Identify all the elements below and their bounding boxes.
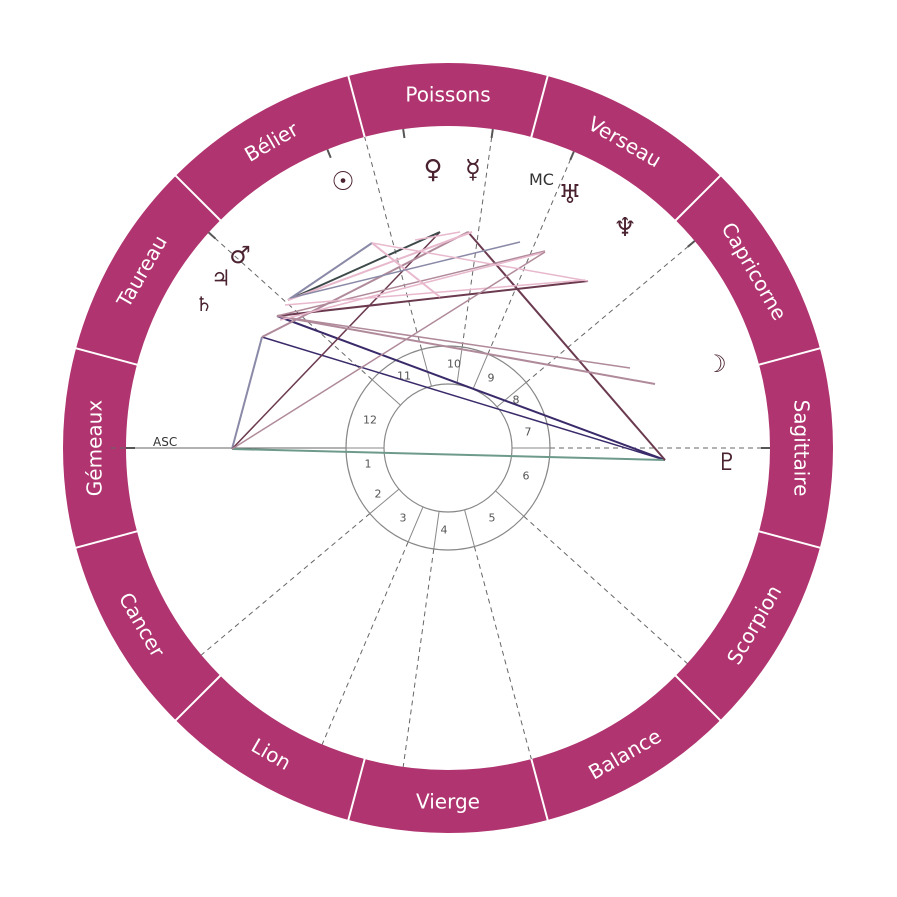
mc-label: MC bbox=[529, 170, 554, 189]
house-divider bbox=[371, 379, 401, 406]
zodiac-ring-band bbox=[63, 63, 833, 833]
planet-uranus-icon: ♅ bbox=[558, 180, 581, 210]
house-divider bbox=[456, 346, 463, 385]
house-divider bbox=[407, 506, 424, 543]
house-cusp bbox=[364, 136, 423, 350]
sign-divider bbox=[174, 674, 222, 722]
house-divider bbox=[495, 490, 525, 517]
house-ring-inner bbox=[383, 383, 513, 513]
house-number: 4 bbox=[441, 524, 448, 537]
sign-label: Gémeaux bbox=[83, 400, 107, 497]
house-number: 5 bbox=[489, 512, 496, 525]
house-number: 2 bbox=[375, 488, 382, 501]
sign-divider bbox=[757, 347, 822, 366]
asc-label: ASC bbox=[153, 435, 177, 449]
cusp-tick bbox=[326, 149, 332, 159]
sign-divider bbox=[674, 674, 722, 722]
aspect-lines bbox=[231, 231, 666, 461]
house-cusp bbox=[525, 240, 695, 383]
aspect-line bbox=[467, 231, 666, 461]
aspect-line bbox=[231, 336, 263, 450]
aspect-line bbox=[287, 231, 473, 301]
aspect-line bbox=[371, 242, 589, 282]
aspect-line bbox=[231, 251, 546, 450]
planet-jupiter-icon: ♃ bbox=[211, 267, 231, 292]
axis-labels: ASC MC bbox=[153, 170, 554, 449]
house-number: 9 bbox=[488, 372, 495, 385]
sign-divider bbox=[347, 74, 366, 139]
aspect-line bbox=[231, 448, 666, 461]
planet-sun-icon: ☉ bbox=[331, 167, 354, 197]
planet-mars-icon: ♂ bbox=[229, 241, 251, 269]
sign-divider bbox=[347, 757, 366, 822]
house-divider bbox=[369, 488, 400, 514]
aspect-line bbox=[276, 280, 589, 317]
house-cusp bbox=[461, 129, 494, 348]
planet-moon-icon: ☽ bbox=[705, 350, 727, 378]
cusp-tick bbox=[687, 240, 696, 248]
house-divider bbox=[433, 511, 440, 550]
planet-neptune-icon: ♆ bbox=[613, 213, 636, 243]
house-cusp bbox=[208, 232, 373, 381]
house-divider bbox=[472, 353, 489, 390]
planet-mercury-icon: ☿ bbox=[465, 155, 481, 185]
house-number: 7 bbox=[525, 426, 532, 439]
house-cusp bbox=[402, 548, 435, 767]
house-number: 10 bbox=[447, 358, 461, 371]
house-number: 3 bbox=[400, 512, 407, 525]
sign-label: Poissons bbox=[405, 83, 490, 107]
aspect-line bbox=[287, 242, 373, 301]
house-cusp bbox=[321, 541, 409, 745]
house-cusp bbox=[523, 515, 688, 664]
house-cusp bbox=[473, 546, 532, 760]
aspect-line bbox=[279, 251, 546, 321]
sign-divider bbox=[674, 174, 722, 222]
aspect-line bbox=[276, 315, 656, 385]
aspect-line bbox=[276, 315, 666, 461]
cusp-tick bbox=[402, 128, 406, 139]
zodiac-ring: PoissonsVerseauCapricorneSagittaireScorp… bbox=[63, 63, 833, 833]
planet-venus-icon: ♀ bbox=[423, 155, 442, 185]
planet-glyphs: ☉ ♀ ☿ ♅ ♆ ☽ ♇ ♂♃♄ bbox=[195, 155, 738, 476]
aspect-line bbox=[414, 231, 461, 241]
house-divider bbox=[421, 349, 432, 387]
sign-divider bbox=[757, 530, 822, 549]
house-number: 8 bbox=[513, 394, 520, 407]
house-divider bbox=[464, 509, 475, 547]
cusp-tick bbox=[490, 128, 494, 139]
sign-label: Vierge bbox=[416, 790, 480, 814]
cusp-tick bbox=[569, 151, 575, 161]
aspect-line bbox=[287, 231, 441, 301]
house-cusp bbox=[201, 513, 371, 656]
aspect-line bbox=[261, 336, 666, 461]
sign-divider bbox=[74, 347, 139, 366]
house-number: 1 bbox=[365, 458, 372, 471]
house-cusp bbox=[487, 151, 575, 355]
house-cusps bbox=[111, 128, 770, 767]
sign-divider bbox=[530, 74, 549, 139]
planet-saturn-icon: ♄ bbox=[195, 292, 213, 316]
sign-divider bbox=[530, 757, 549, 822]
house-number: 6 bbox=[523, 470, 530, 483]
sign-divider bbox=[74, 530, 139, 549]
cusp-tick bbox=[208, 231, 217, 240]
aspect-line bbox=[276, 315, 631, 369]
planet-pluto-icon: ♇ bbox=[716, 448, 738, 476]
aspect-line bbox=[284, 279, 586, 306]
aspect-line bbox=[231, 231, 441, 450]
house-divider bbox=[496, 382, 527, 408]
sign-label: Sagittaire bbox=[790, 400, 814, 497]
sign-divider bbox=[174, 174, 222, 222]
house-number: 12 bbox=[363, 414, 377, 427]
aspect-line bbox=[289, 241, 521, 299]
aspect-line bbox=[276, 250, 546, 317]
